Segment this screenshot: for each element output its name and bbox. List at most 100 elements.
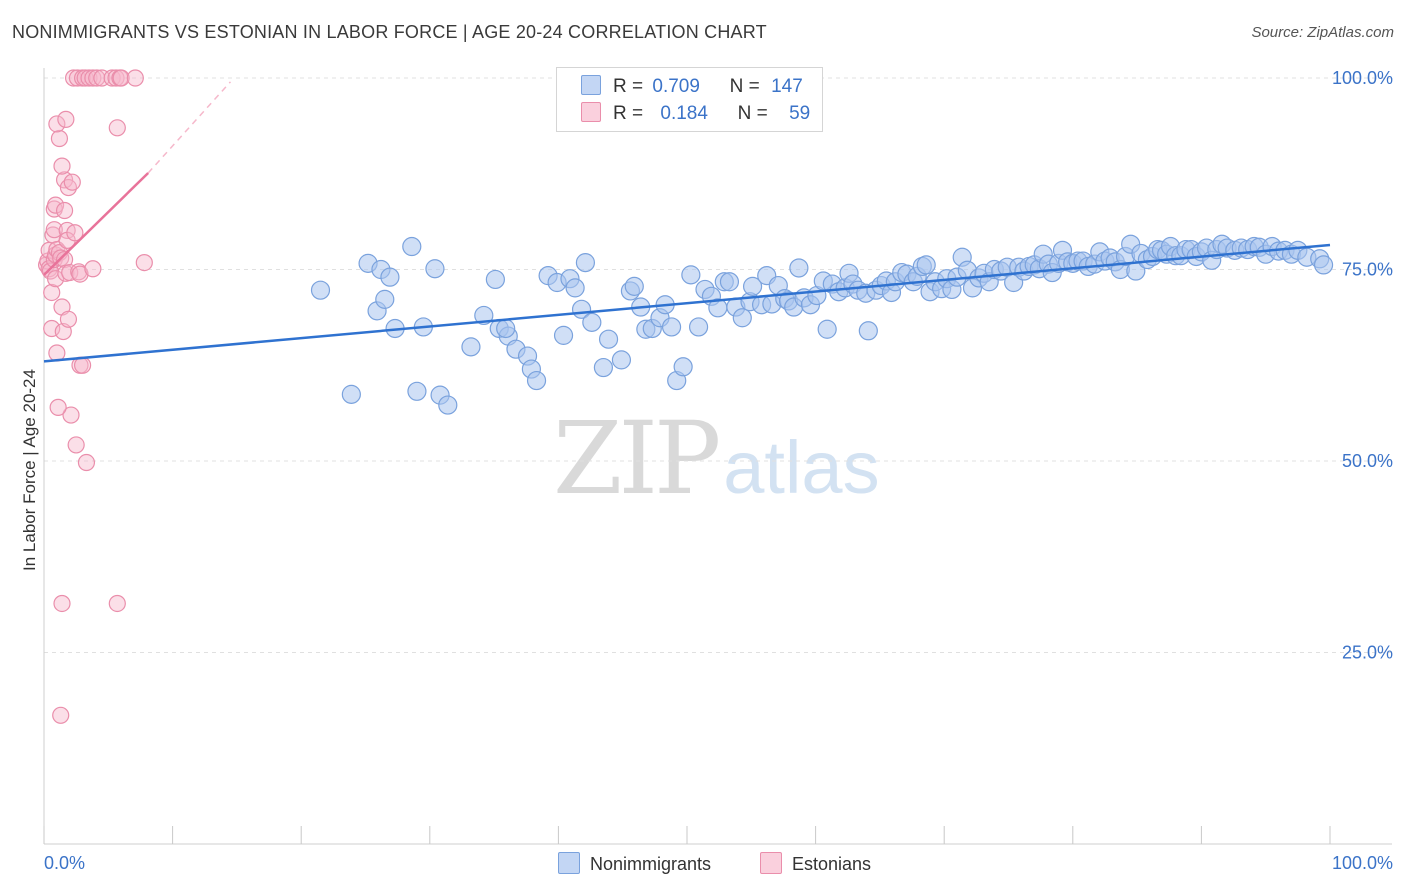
data-point-nonimmigrants bbox=[375, 289, 395, 309]
data-point-nonimmigrants bbox=[341, 384, 361, 404]
data-point-estonians bbox=[84, 69, 102, 87]
y-tick-label: 100.0% bbox=[1332, 68, 1393, 88]
trend-line-estonians bbox=[43, 172, 150, 276]
legend-label-estonians: Estonians bbox=[792, 854, 872, 874]
data-point-nonimmigrants bbox=[611, 350, 632, 370]
legend-swatch-nonimmigrants bbox=[558, 852, 580, 874]
y-tick-label: 50.0% bbox=[1342, 451, 1393, 471]
data-point-nonimmigrants bbox=[402, 236, 422, 257]
data-point-nonimmigrants bbox=[407, 381, 427, 401]
y-axis-label: In Labor Force | Age 20-24 bbox=[20, 369, 39, 571]
data-point-estonians bbox=[135, 254, 153, 272]
data-point-estonians bbox=[57, 110, 75, 128]
data-point-estonians bbox=[53, 157, 71, 175]
legend-n-label: N = bbox=[737, 103, 768, 124]
x-tick-label: 0.0% bbox=[44, 853, 85, 873]
data-point-nonimmigrants bbox=[673, 357, 693, 377]
legend-swatch-estonians bbox=[581, 102, 601, 122]
legend-n-label: N = bbox=[729, 76, 760, 97]
legend-item-estonians[interactable]: Estonians bbox=[760, 852, 871, 875]
data-point-estonians bbox=[48, 115, 66, 133]
data-point-nonimmigrants bbox=[310, 280, 331, 300]
data-point-nonimmigrants bbox=[496, 318, 516, 339]
y-tick-label: 75.0% bbox=[1342, 260, 1393, 280]
chart-title: NONIMMIGRANTS VS ESTONIAN IN LABOR FORCE… bbox=[12, 22, 767, 42]
data-point-estonians bbox=[63, 173, 81, 191]
data-point-estonians bbox=[84, 260, 102, 278]
data-point-nonimmigrants bbox=[742, 276, 763, 296]
trend-line-nonimmigrants bbox=[43, 243, 1331, 363]
legend-swatch-estonians bbox=[760, 852, 782, 874]
data-point-nonimmigrants bbox=[817, 319, 837, 339]
watermark-zip: ZIP bbox=[553, 400, 721, 517]
data-point-nonimmigrants bbox=[461, 337, 481, 357]
data-point-nonimmigrants bbox=[575, 253, 596, 273]
nonimmigrants-points bbox=[310, 234, 1334, 415]
data-point-estonians bbox=[59, 310, 78, 328]
data-point-nonimmigrants bbox=[438, 395, 458, 415]
legend-row-estonians: R = 0.184 N = 59 bbox=[581, 102, 810, 126]
legend-n-value: 147 bbox=[771, 76, 803, 97]
data-point-estonians bbox=[55, 201, 74, 220]
source-credit: Source: ZipAtlas.com bbox=[1251, 24, 1394, 41]
trend-line-estonians-extension bbox=[147, 81, 232, 174]
legend-label-nonimmigrants: Nonimmigrants bbox=[590, 854, 712, 874]
axes bbox=[43, 68, 1392, 845]
data-point-estonians bbox=[62, 406, 80, 424]
data-point-nonimmigrants bbox=[593, 357, 614, 378]
data-point-estonians bbox=[46, 270, 65, 288]
trend-lines bbox=[43, 81, 1331, 363]
legend-n-value: 59 bbox=[789, 103, 811, 124]
data-point-nonimmigrants bbox=[380, 267, 400, 287]
legend-item-nonimmigrants[interactable]: Nonimmigrants bbox=[558, 852, 711, 875]
data-point-estonians bbox=[46, 196, 65, 214]
y-tick-label: 25.0% bbox=[1342, 643, 1393, 663]
x-tick-label: 100.0% bbox=[1332, 853, 1393, 873]
grid-lines bbox=[44, 77, 1392, 653]
data-point-nonimmigrants bbox=[661, 317, 682, 337]
data-point-estonians bbox=[55, 250, 74, 269]
data-point-estonians bbox=[50, 129, 69, 148]
data-point-estonians bbox=[52, 706, 70, 724]
data-point-estonians bbox=[77, 453, 96, 472]
legend-r-value: 0.709 bbox=[652, 76, 700, 97]
data-point-nonimmigrants bbox=[1313, 255, 1334, 275]
data-point-estonians bbox=[53, 594, 71, 613]
watermark-atlas: atlas bbox=[723, 426, 880, 509]
tick-labels: 25.0% 50.0% 75.0% 100.0% 0.0% 100.0% bbox=[44, 68, 1393, 873]
data-point-nonimmigrants bbox=[565, 278, 585, 298]
legend-r-label: R = bbox=[613, 103, 644, 124]
watermark: ZIPatlas bbox=[553, 400, 880, 517]
data-point-estonians bbox=[108, 594, 126, 613]
data-point-nonimmigrants bbox=[624, 276, 644, 296]
data-point-estonians bbox=[107, 69, 125, 87]
legend-r-value: 0.184 bbox=[660, 103, 708, 124]
data-point-estonians bbox=[67, 436, 85, 454]
data-point-estonians bbox=[112, 69, 130, 87]
data-point-estonians bbox=[43, 283, 61, 302]
legend-row-nonimmigrants: R = 0.709 N = 147 bbox=[581, 75, 803, 99]
data-point-nonimmigrants bbox=[719, 272, 740, 292]
data-point-nonimmigrants bbox=[582, 312, 602, 332]
data-point-nonimmigrants bbox=[425, 259, 445, 279]
data-point-nonimmigrants bbox=[485, 269, 505, 290]
data-point-estonians bbox=[66, 224, 84, 242]
data-point-nonimmigrants bbox=[688, 317, 709, 337]
data-point-nonimmigrants bbox=[916, 255, 936, 275]
data-point-nonimmigrants bbox=[681, 265, 701, 285]
data-point-nonimmigrants bbox=[553, 325, 574, 345]
data-point-estonians bbox=[45, 221, 63, 239]
data-point-nonimmigrants bbox=[526, 370, 547, 391]
data-point-nonimmigrants bbox=[789, 258, 809, 278]
data-point-estonians bbox=[108, 119, 126, 137]
correlation-legend: R = 0.709 N = 147 R = 0.184 N = 59 bbox=[556, 67, 823, 132]
data-point-nonimmigrants bbox=[732, 308, 752, 328]
legend-swatch-nonimmigrants bbox=[581, 75, 601, 95]
estonians-points bbox=[37, 69, 153, 724]
data-point-estonians bbox=[71, 265, 89, 283]
data-point-estonians bbox=[126, 69, 144, 87]
series-legend: Nonimmigrants Estonians bbox=[0, 852, 1406, 876]
data-point-nonimmigrants bbox=[598, 329, 619, 349]
legend-r-label: R = bbox=[613, 76, 644, 97]
